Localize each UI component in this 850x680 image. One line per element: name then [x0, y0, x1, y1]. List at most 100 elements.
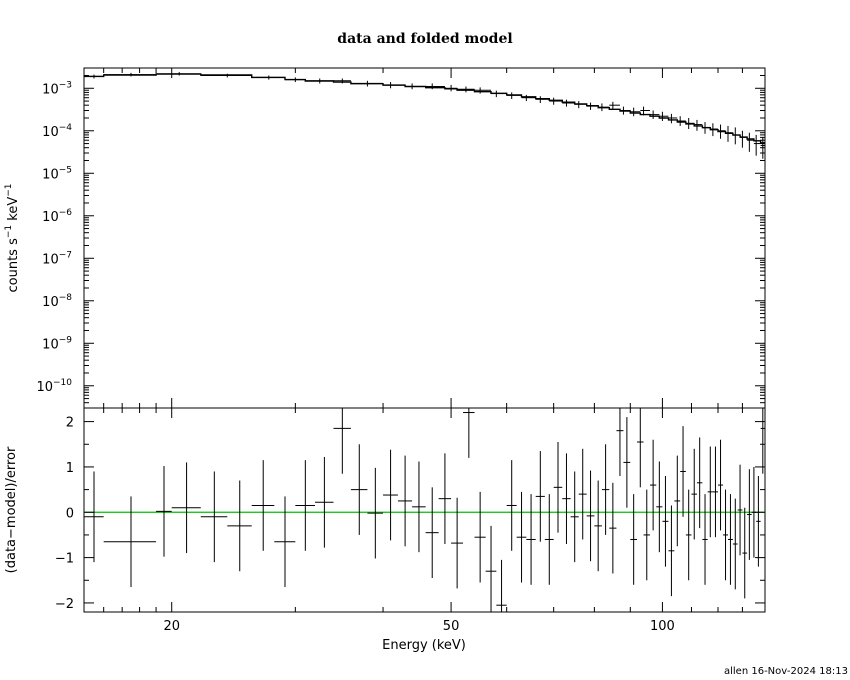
ylabel-exp-2: −1 [4, 183, 14, 196]
residual-point [526, 494, 536, 585]
residual-point [578, 448, 587, 540]
residual-point [333, 408, 351, 474]
x-tick-label: 20 [163, 619, 180, 634]
bottom-panel-frame [83, 407, 766, 613]
residual-point [760, 408, 765, 474]
y-tick-label: 2 [66, 416, 74, 431]
residual-point [315, 456, 334, 548]
data-point [535, 96, 550, 104]
footer-stamp: allen 16-Nov-2024 18:13 [724, 666, 848, 677]
data-point [649, 110, 660, 119]
y-tick-label: 0 [66, 506, 74, 521]
residual-point [200, 471, 228, 563]
residual-point [756, 476, 761, 567]
residual-point [702, 494, 708, 585]
residual-point [601, 444, 610, 535]
residual-point [623, 417, 631, 508]
y-tick-label: 10−10 [36, 378, 72, 395]
residual-point [350, 444, 368, 535]
y-tick-label: 10−7 [42, 250, 72, 267]
residual-point [367, 467, 384, 559]
data-point [457, 86, 475, 93]
svg-text:counts s−1 keV−1: counts s−1 keV−1 [4, 183, 21, 292]
data-point [677, 116, 686, 126]
data-point [659, 111, 669, 121]
residual-point [751, 466, 757, 558]
x-tick-label: 100 [650, 619, 675, 634]
residual-point [707, 446, 713, 538]
y-tick-label: 10−6 [42, 208, 72, 225]
data-point [444, 84, 458, 92]
residual-point [553, 442, 563, 533]
residual-point [696, 437, 703, 529]
residual-point [397, 455, 413, 547]
residual-point [251, 460, 275, 551]
residual-point [451, 497, 464, 589]
residual-point [227, 480, 252, 572]
residual-point [718, 439, 724, 531]
data-point [521, 94, 536, 102]
y-axis-label-bottom: (data−model)/error [4, 446, 19, 573]
bottom-panel-ticks: 2 1 0 −1 −2 20 50 100 [55, 408, 765, 634]
x-tick-label: 50 [443, 619, 460, 634]
data-series [84, 72, 765, 159]
residual-point [485, 525, 497, 612]
data-point [574, 101, 587, 109]
y-tick-label: 10−4 [42, 123, 72, 140]
residual-point [643, 489, 650, 581]
residual-point [712, 446, 719, 538]
data-point [740, 130, 748, 148]
bottom-panel: 2 1 0 −1 −2 20 50 100 (data−model)/error Energy… [4, 407, 766, 653]
residual-point [656, 461, 663, 553]
residual-point [668, 505, 675, 597]
top-panel: 10−3 10−4 10−5 10−6 10−7 10−8 10−9 10−10 counts… [4, 67, 766, 409]
y-tick-label: −2 [55, 597, 74, 612]
residual-point [737, 464, 743, 556]
residual-point [685, 489, 692, 581]
residual-point [674, 455, 681, 547]
data-point [630, 107, 641, 117]
residual-point [438, 453, 452, 544]
residual-point [586, 470, 595, 562]
y-tick-label: −1 [55, 552, 74, 567]
residual-point [156, 466, 172, 557]
x-axis-label: Energy (keV) [382, 638, 466, 653]
y-tick-label: 10−9 [42, 335, 72, 352]
residual-point [171, 462, 201, 554]
data-point [668, 113, 678, 124]
folded-model-line [84, 73, 765, 144]
residual-point [295, 460, 316, 551]
residual-point [474, 491, 486, 583]
residual-point [544, 494, 554, 585]
residual-point [630, 494, 637, 585]
residual-point [727, 494, 733, 585]
residual-point [680, 426, 686, 517]
residual-point [84, 471, 104, 563]
residual-point [723, 489, 728, 581]
residual-point [570, 471, 579, 563]
data-point [549, 97, 563, 105]
residual-point [412, 461, 426, 553]
residual-point [463, 408, 475, 458]
residual-point [616, 408, 624, 476]
residual-point [496, 559, 507, 612]
residual-point [516, 491, 527, 583]
y-tick-label: 10−3 [42, 80, 72, 97]
y-tick-label: 10−8 [42, 293, 72, 310]
residual-point [747, 469, 752, 560]
residual-point [732, 498, 738, 590]
data-point [609, 101, 620, 110]
data-point [747, 132, 754, 152]
residual-point [594, 480, 602, 572]
y-tick-label: 10−5 [42, 165, 72, 182]
residual-point [636, 408, 644, 488]
residual-point [535, 451, 545, 542]
residual-point [649, 439, 657, 531]
ylabel-base: counts s [6, 238, 21, 293]
data-point [753, 134, 761, 156]
data-point [732, 127, 741, 145]
residual-point [662, 476, 669, 567]
residual-point [506, 460, 517, 551]
residual-point [742, 507, 748, 599]
